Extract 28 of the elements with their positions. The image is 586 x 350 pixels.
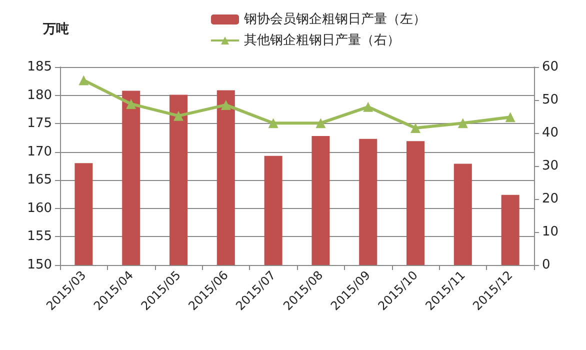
y2-tick-label: 10 (542, 224, 559, 240)
point (458, 118, 468, 128)
y-axis-title: 万吨 (42, 22, 69, 37)
y-tick-label: 155 (27, 229, 52, 244)
point (505, 112, 516, 122)
y2-tick-label: 0 (542, 258, 550, 272)
point (268, 118, 278, 128)
y-tick-label: 175 (27, 116, 52, 132)
y2-tick-label: 50 (542, 92, 559, 108)
legend-label: 钢协会员钢企粗钢日产量（左） (243, 12, 426, 27)
legend-label: 其他钢企粗钢日产量（右） (244, 33, 400, 48)
y-tick-label: 180 (27, 88, 52, 103)
point (363, 102, 374, 112)
y-tick-label: 160 (27, 200, 52, 216)
point (126, 98, 136, 109)
y-tick-label: 150 (27, 258, 52, 272)
point (410, 123, 420, 134)
point (174, 110, 184, 121)
y2-tick-label: 60 (542, 60, 559, 74)
point (316, 118, 326, 128)
y2-tick-label: 40 (542, 126, 559, 140)
y2-tick-label: 30 (542, 158, 559, 174)
y2-tick-label: 20 (542, 192, 559, 206)
y-tick-label: 170 (27, 144, 52, 160)
point (220, 100, 231, 110)
y-tick-label: 165 (27, 172, 52, 188)
y-tick-label: 185 (27, 60, 52, 74)
point (78, 75, 89, 86)
